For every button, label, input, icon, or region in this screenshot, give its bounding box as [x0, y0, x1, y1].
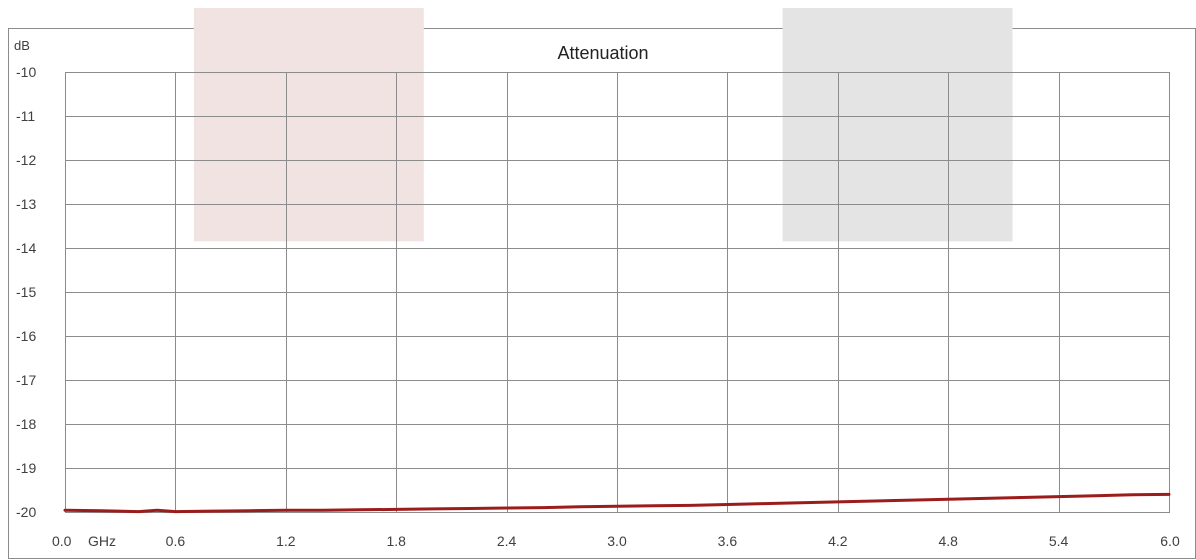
- series-line: [63, 492, 1171, 514]
- chart-frame: [8, 28, 1196, 559]
- x-tick-label: 0.0: [52, 533, 72, 549]
- x-tick-label: 3.0: [607, 533, 627, 549]
- x-tick-label: 6.0: [1160, 533, 1180, 549]
- x-tick-label: 3.6: [718, 533, 738, 549]
- y-tick-label: -18: [16, 416, 36, 432]
- shaded-band-1: [193, 8, 424, 242]
- x-axis-unit-label: GHz: [88, 533, 116, 549]
- x-tick-label: 4.8: [938, 533, 958, 549]
- x-tick-label: 1.8: [386, 533, 406, 549]
- y-tick-label: -20: [16, 504, 36, 520]
- x-tick-label: 1.2: [276, 533, 296, 549]
- y-tick-label: -12: [16, 152, 36, 168]
- y-tick-label: -13: [16, 196, 36, 212]
- y-tick-label: -19: [16, 460, 36, 476]
- y-axis-unit-label: dB: [14, 38, 30, 53]
- y-tick-label: -11: [16, 108, 35, 124]
- x-tick-label: 2.4: [497, 533, 517, 549]
- plot-area-border: [65, 72, 1170, 513]
- x-tick-label: 4.2: [828, 533, 848, 549]
- y-tick-label: -16: [16, 328, 36, 344]
- x-tick-label: 0.6: [166, 533, 186, 549]
- shaded-band-2: [782, 8, 1013, 242]
- y-tick-label: -15: [16, 284, 36, 300]
- y-tick-label: -14: [16, 240, 36, 256]
- y-tick-label: -17: [16, 372, 36, 388]
- chart-title: Attenuation: [557, 43, 648, 63]
- y-tick-label: -10: [16, 64, 36, 80]
- x-tick-label: 5.4: [1049, 533, 1069, 549]
